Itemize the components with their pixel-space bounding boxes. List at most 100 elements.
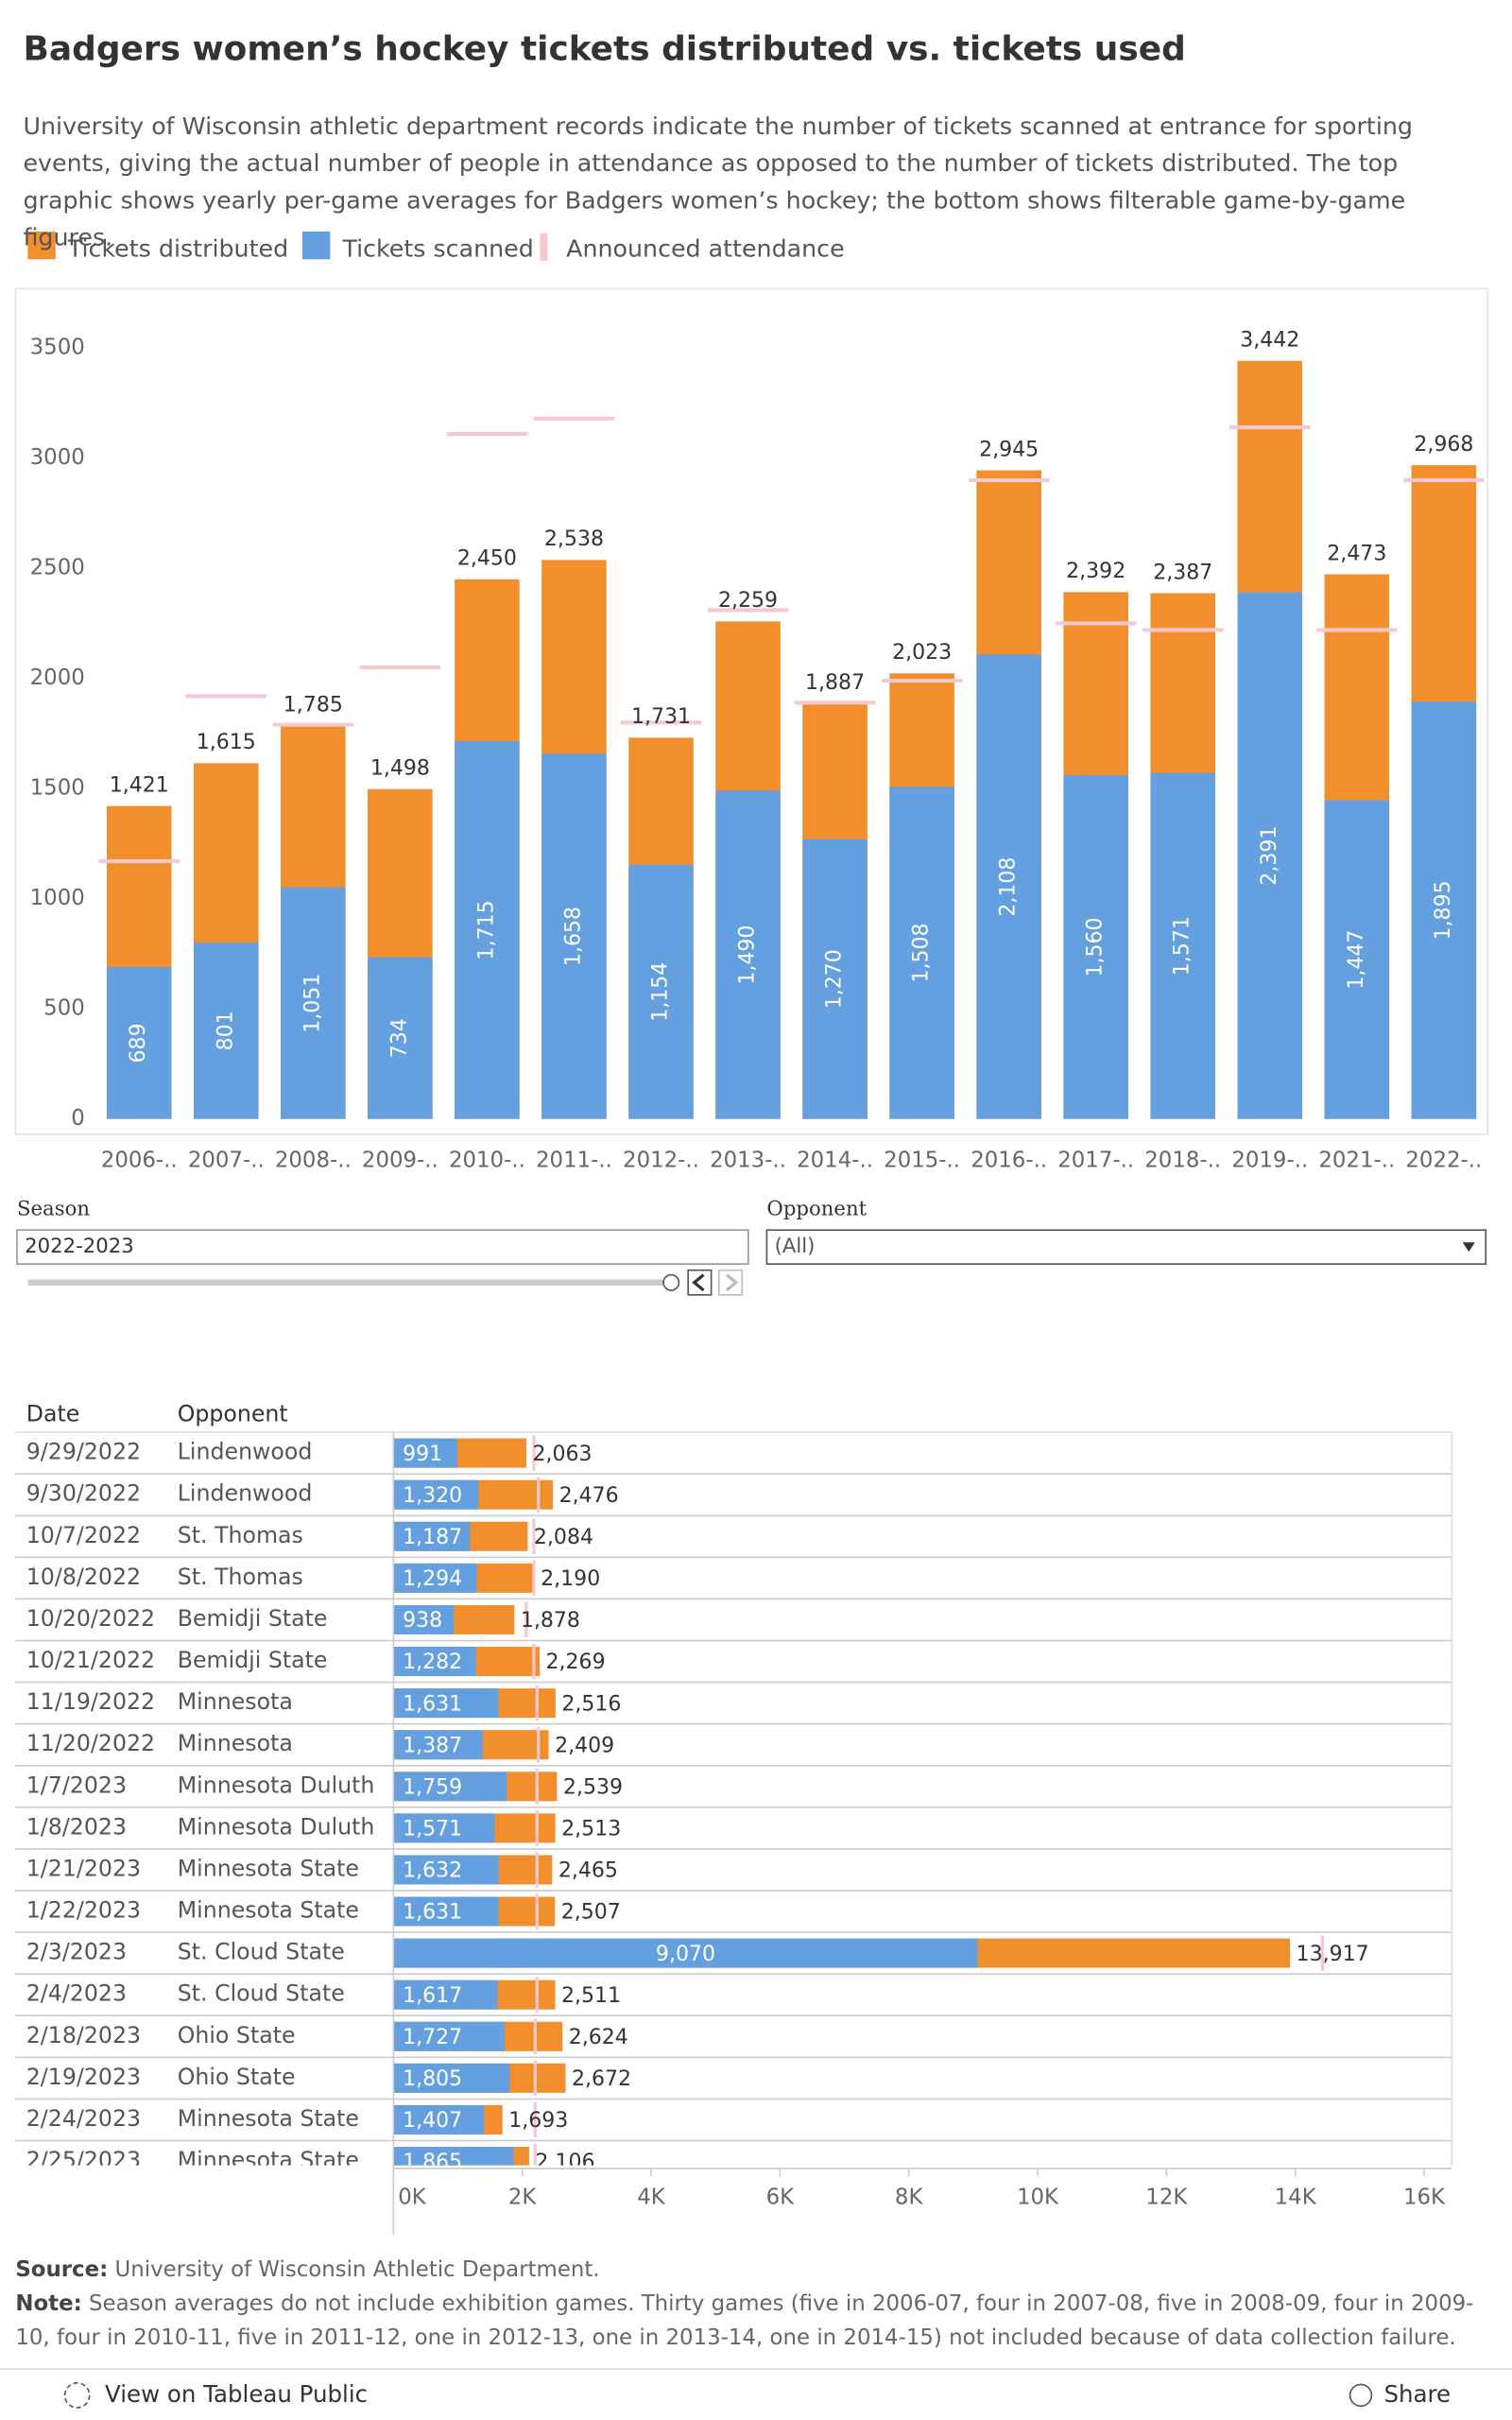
value-label-distributed: 2,392 [1066,560,1125,583]
value-label-distributed: 2,539 [563,1775,623,1799]
date-label: 2/4/2023 [26,1980,127,2007]
opponent-label: Minnesota Duluth [178,1772,375,1798]
value-label-distributed: 1,878 [521,1609,580,1633]
value-label-scanned: 1,270 [823,949,847,1009]
date-label: 10/20/2022 [26,1605,155,1632]
y-tick-label: 500 [43,996,85,1021]
view-link[interactable]: View on Tableau Public [105,2380,368,2408]
share-button[interactable]: Share [1383,2380,1451,2408]
bar-scanned [393,1855,499,1885]
opponent-label: Minnesota [178,1730,293,1756]
legend-label: Tickets scanned [341,234,533,262]
value-label-distributed: 2,269 [546,1651,606,1674]
prev-button[interactable] [687,1269,713,1296]
x-tick-label: 12K [1145,2185,1188,2209]
x-tick-label: 14K [1275,2185,1317,2209]
date-label: 2/25/2023 [26,2147,141,2173]
opponent-dropdown[interactable] [765,1229,1487,1265]
x-tick-label: 2017-.. [1057,1148,1134,1172]
x-tick-label: 2008-.. [275,1148,352,1172]
opponent-label: St. Thomas [178,1522,303,1548]
value-label-scanned: 991 [403,1443,442,1466]
season-box[interactable] [16,1229,749,1265]
next-button[interactable] [717,1269,744,1296]
x-tick-label: 2018-.. [1144,1148,1221,1172]
legend-label: Announced attendance [566,234,844,262]
date-label: 11/20/2022 [26,1730,155,1756]
value-label-scanned: 1,715 [474,900,498,959]
opponent-label: Bemidji State [178,1605,328,1632]
value-label-distributed: 2,190 [541,1567,600,1591]
bar-scanned [393,1688,499,1719]
date-label: 10/8/2022 [26,1564,141,1590]
footer: Source: University of Wisconsin Athletic… [15,2254,1481,2356]
value-label-distributed: 2,538 [544,527,604,551]
value-label-scanned: 1,508 [910,923,934,982]
x-tick-label: 2022-.. [1405,1148,1482,1172]
legend-label: Tickets distributed [67,234,288,262]
value-label-scanned: 1,631 [403,1692,462,1716]
value-label-scanned: 1,631 [403,1901,462,1925]
bar-scanned [1150,772,1216,1119]
slider-handle[interactable] [662,1273,680,1291]
opponent-label: Minnesota Duluth [178,1813,375,1840]
bar-scanned [541,753,607,1119]
value-label-distributed: 2,465 [558,1859,618,1883]
bar-scanned [455,741,520,1119]
value-label-distributed: 2,624 [569,2026,628,2049]
date-label: 9/30/2022 [26,1480,141,1507]
value-label-scanned: 938 [403,1609,442,1633]
value-label-distributed: 2,945 [979,438,1039,461]
value-label-scanned: 1,282 [403,1651,462,1674]
value-label-distributed: 1,498 [370,756,430,780]
prev-icon [692,1273,705,1292]
x-tick-label: 2011-.. [536,1148,612,1172]
x-tick-label: 2K [508,2185,538,2209]
x-tick-label: 10K [1017,2185,1059,2209]
next-icon [725,1273,739,1292]
x-tick-label: 2007-.. [188,1148,265,1172]
date-label: 2/24/2023 [26,2105,141,2132]
value-label-scanned: 734 [387,1018,411,1058]
x-tick-label: 2013-.. [710,1148,786,1172]
value-label-distributed: 2,084 [534,1526,593,1549]
y-tick-label: 3000 [30,445,85,470]
bar-scanned [393,1438,457,1468]
bar-scanned [193,942,259,1119]
opponent-label: St. Cloud State [178,1939,345,1965]
value-label-distributed: 2,513 [561,1818,621,1841]
value-label-distributed: 2,516 [561,1692,621,1716]
value-label-scanned: 1,571 [403,1818,462,1841]
season-value: 2022-2023 [25,1235,134,1258]
bar-scanned [1063,775,1128,1119]
date-label: 2/3/2023 [26,1939,127,1965]
x-tick-label: 2016-.. [971,1148,1047,1172]
title: Badgers women’s hockey tickets distribut… [23,30,1186,70]
date-label: 1/7/2023 [26,1772,127,1798]
value-label-distributed: 2,672 [572,2067,631,2091]
date-label: 9/29/2022 [26,1439,141,1465]
value-label-scanned: 1,387 [403,1734,462,1757]
y-tick-label: 1000 [30,886,85,910]
value-label-scanned: 1,895 [1432,880,1455,940]
opponent-label: Opponent [766,1197,867,1220]
opponent-label: Ohio State [178,2064,296,2090]
value-label-scanned: 1,294 [403,1567,462,1591]
x-tick-label: 4K [637,2185,666,2209]
opponent-value: (All) [775,1235,816,1258]
value-label-scanned: 1,865 [403,2151,462,2174]
x-tick-label: 0K [398,2185,427,2209]
value-label-distributed: 1,731 [631,705,691,729]
value-label-distributed: 2,507 [561,1901,621,1925]
x-tick-label: 2019-.. [1231,1148,1308,1172]
note-line: Note: Season averages do not include exh… [15,2288,1481,2356]
value-label-distributed: 2,473 [1327,542,1386,565]
opponent-label: Minnesota [178,1688,293,1715]
date-label: 10/7/2022 [26,1522,141,1548]
bar-scanned [393,1521,471,1551]
value-label-distributed: 2,259 [718,589,778,613]
value-label-distributed: 1,693 [508,2109,568,2133]
value-label-distributed: 2,450 [457,547,517,571]
bar-scanned [393,1979,498,2010]
